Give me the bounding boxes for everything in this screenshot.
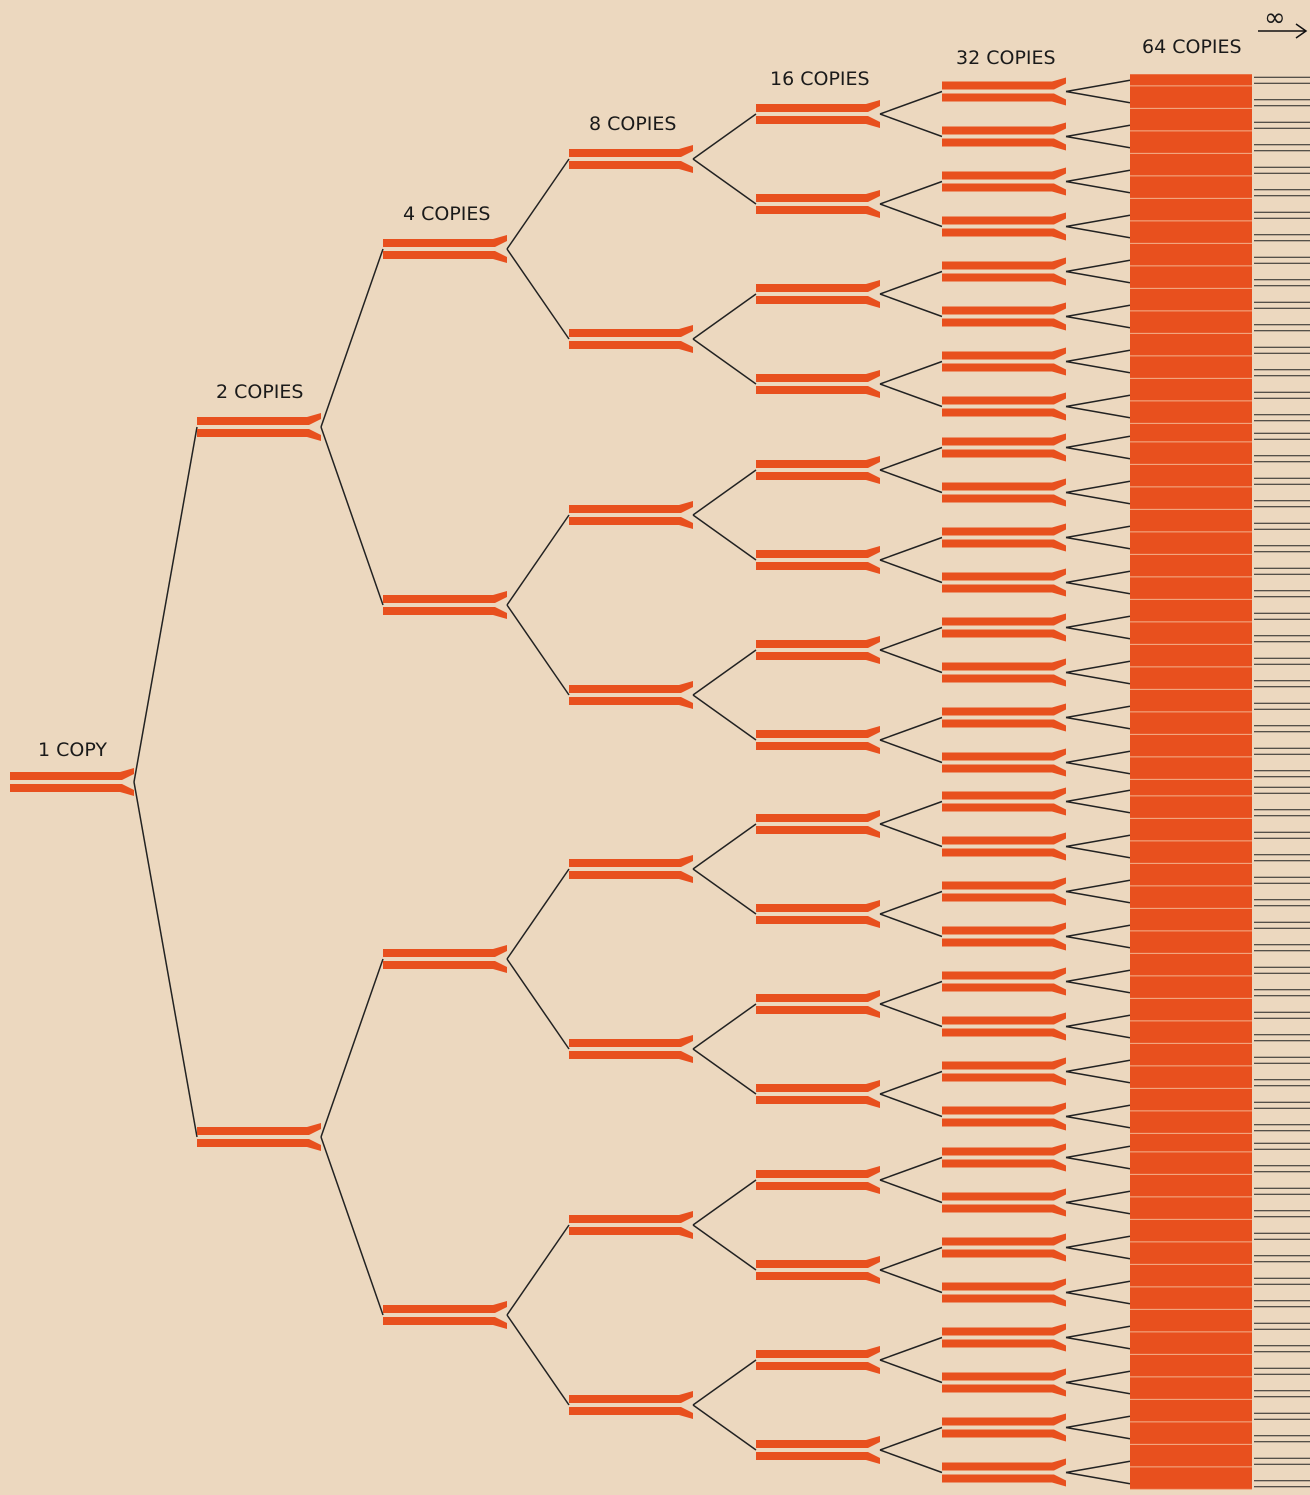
level-label: 16 COPIES: [770, 68, 870, 90]
background: [0, 0, 1310, 1495]
level-label: 64 COPIES: [1142, 36, 1242, 58]
level-label: 32 COPIES: [956, 47, 1056, 69]
level-label: 1 COPY: [38, 739, 107, 761]
page: 1 COPY 2 COPIES 4 COPIES 8 COPIES 16 COP…: [0, 0, 1310, 1495]
level-label: 2 COPIES: [216, 381, 303, 403]
level-label: 4 COPIES: [403, 203, 490, 225]
pcr-diagram: 1 COPY 2 COPIES 4 COPIES 8 COPIES 16 COP…: [0, 0, 1310, 1495]
copies-block: [1130, 74, 1252, 1490]
level-label: 8 COPIES: [589, 113, 676, 135]
infinity-label: ∞: [1264, 3, 1286, 33]
